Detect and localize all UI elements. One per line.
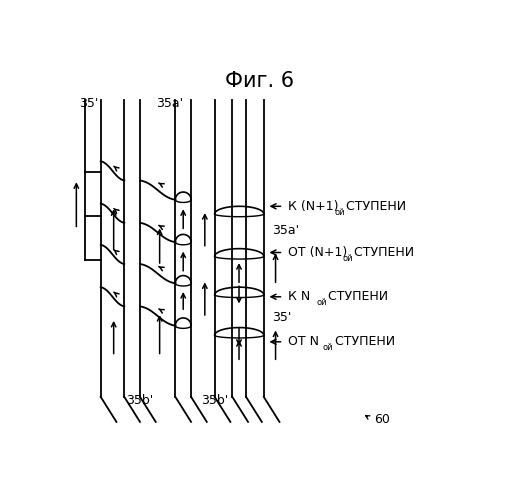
Text: 35': 35' [272,312,291,324]
Text: 35а': 35а' [156,96,183,110]
Text: К (N+1): К (N+1) [288,200,339,213]
Text: СТУПЕНИ: СТУПЕНИ [331,336,394,348]
Text: ОТ (N+1): ОТ (N+1) [288,246,347,259]
Text: ой: ой [322,344,333,352]
Text: ой: ой [335,208,345,217]
Text: К N: К N [288,290,310,304]
Text: СТУПЕНИ: СТУПЕНИ [342,200,407,213]
Text: 60: 60 [374,414,390,426]
Text: 35а': 35а' [272,224,299,236]
Text: ой: ой [342,254,353,263]
Text: 35': 35' [79,96,98,110]
Text: ой: ой [316,298,327,308]
Text: СТУПЕНИ: СТУПЕНИ [350,246,414,259]
Text: 35b': 35b' [201,394,228,406]
Text: Фиг. 6: Фиг. 6 [225,71,295,91]
Text: ОТ N: ОТ N [288,336,319,348]
Text: 35b': 35b' [126,394,154,406]
Text: СТУПЕНИ: СТУПЕНИ [324,290,388,304]
